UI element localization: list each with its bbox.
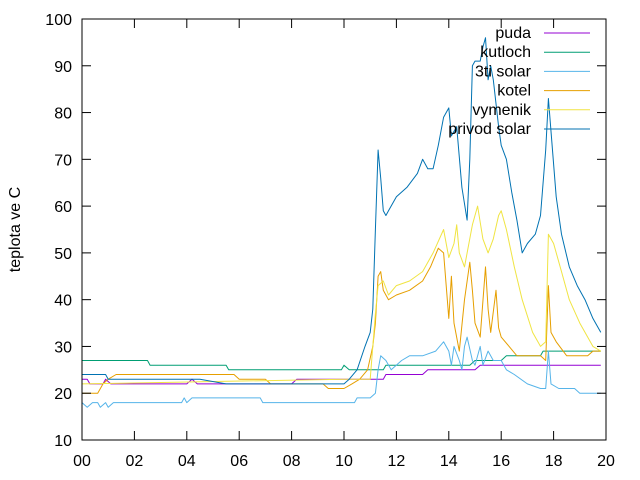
legend-label: kotel bbox=[497, 83, 531, 100]
y-tick-label: 30 bbox=[54, 339, 72, 356]
y-tick-label: 10 bbox=[54, 433, 72, 450]
y-tick-label: 80 bbox=[54, 106, 72, 123]
x-tick-label: 08 bbox=[283, 453, 301, 470]
x-tick-label: 14 bbox=[440, 453, 458, 470]
x-tick-label: 20 bbox=[597, 453, 615, 470]
series-layer bbox=[81, 37, 602, 408]
y-tick-label: 60 bbox=[54, 199, 72, 216]
x-tick-label: 16 bbox=[492, 453, 510, 470]
legend-label: vymenik bbox=[472, 102, 532, 119]
x-tick-label: 06 bbox=[230, 453, 248, 470]
series-line-3ti-solar bbox=[81, 336, 601, 408]
y-tick-label: 70 bbox=[54, 152, 72, 169]
y-axis-label: teplota ve C bbox=[7, 187, 24, 272]
series-line-vymenik bbox=[81, 205, 602, 385]
x-tick-label: 12 bbox=[388, 453, 406, 470]
y-tick-label: 20 bbox=[54, 386, 72, 403]
axis-ticks: 00 02 04 06 08 10 12 14 16 18 20 10 20 30 40 50 60 70 80 90… bbox=[45, 12, 615, 470]
x-tick-label: 10 bbox=[335, 453, 353, 470]
y-tick-label: 40 bbox=[54, 293, 72, 310]
series-line-privod-solar bbox=[82, 37, 602, 385]
y-tick-label: 90 bbox=[54, 59, 72, 76]
x-tick-label: 02 bbox=[126, 453, 144, 470]
y-tick-label: 100 bbox=[45, 12, 72, 29]
legend-label: kutloch bbox=[480, 44, 531, 61]
legend: puda kutloch 3ti solar kotel vymenik privod s… bbox=[448, 25, 590, 138]
x-tick-label: 18 bbox=[545, 453, 563, 470]
y-tick-label: 50 bbox=[54, 246, 72, 263]
legend-label: privod solar bbox=[448, 121, 531, 138]
x-tick-label: 00 bbox=[73, 453, 91, 470]
legend-label: puda bbox=[495, 25, 531, 42]
x-tick-label: 04 bbox=[178, 453, 196, 470]
legend-label: 3ti solar bbox=[475, 63, 532, 80]
